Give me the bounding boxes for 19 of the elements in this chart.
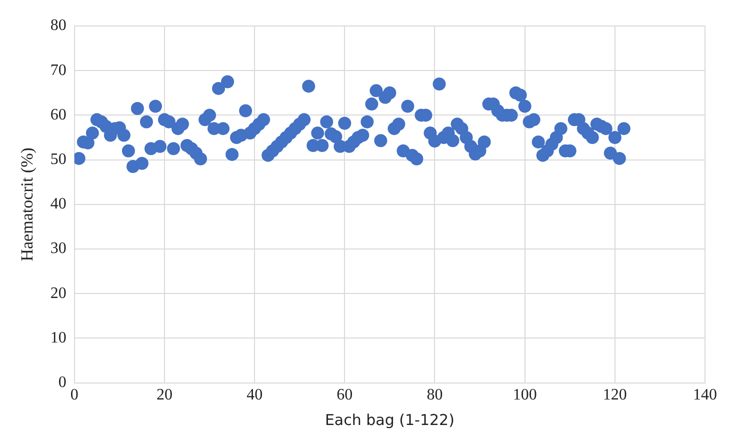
y-tick-label: 30 [50, 240, 66, 258]
x-tick-label: 20 [156, 386, 172, 404]
y-tick-label: 20 [50, 284, 66, 302]
y-tick-label: 0 [58, 374, 66, 392]
x-tick-label: 60 [336, 386, 353, 404]
y-axis-title: Haematocrit (%) [18, 148, 37, 262]
y-tick-label: 70 [50, 62, 66, 79]
x-tick-label: 80 [426, 386, 443, 404]
y-tick-label: 10 [50, 329, 66, 346]
x-tick-label: 140 [693, 386, 717, 404]
y-tick-label: 50 [50, 151, 66, 168]
y-tick-label: 40 [50, 196, 66, 213]
y-tick-label: 60 [50, 106, 66, 124]
x-tick-label: 40 [246, 386, 263, 404]
x-tick-label: 100 [512, 386, 537, 404]
x-axis-title: Each bag (1-122) [324, 410, 454, 429]
x-tick-label: 0 [70, 386, 78, 404]
y-tick-label: 80 [50, 17, 66, 34]
x-tick-label: 120 [602, 386, 627, 404]
